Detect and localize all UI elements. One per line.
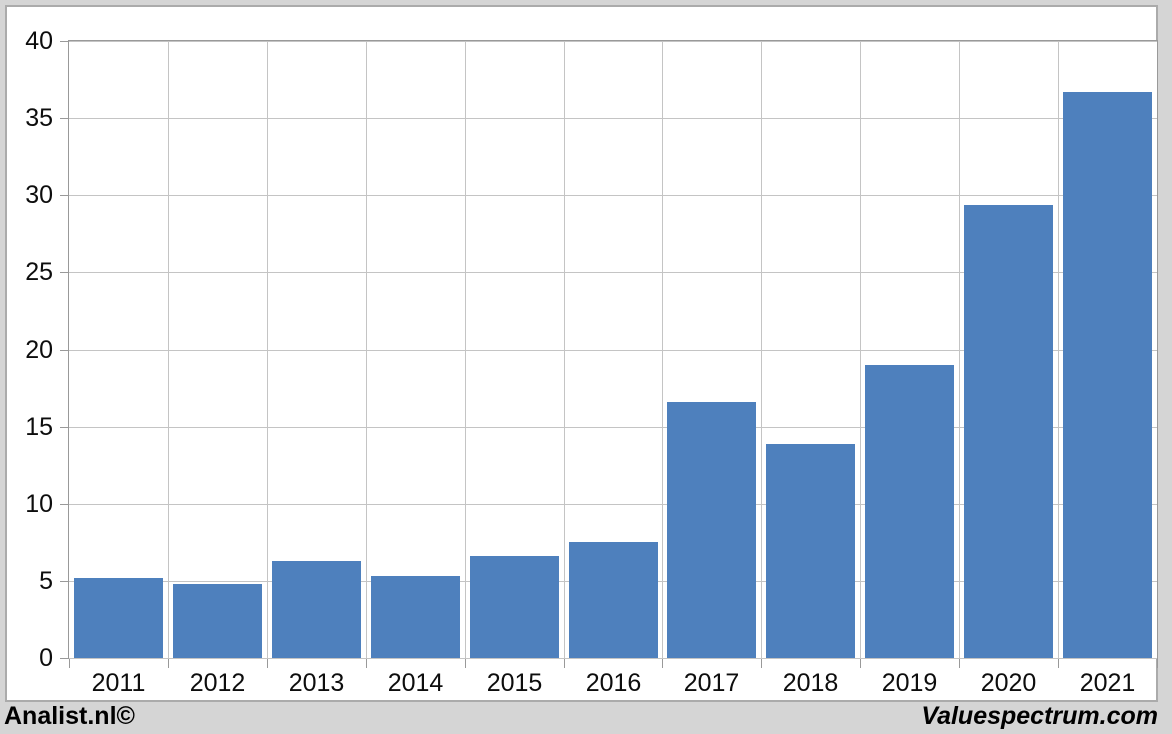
y-axis-label-10: 10 — [25, 490, 53, 518]
v-gridline-5 — [564, 41, 565, 658]
x-axis-label-2013: 2013 — [288, 669, 345, 697]
x-tick-1 — [168, 659, 169, 668]
x-tick-5 — [564, 659, 565, 668]
h-gridline-10 — [69, 504, 1157, 505]
y-axis-label-25: 25 — [25, 258, 53, 286]
v-gridline-3 — [366, 41, 367, 658]
h-gridline-25 — [69, 272, 1157, 273]
h-gridline-40 — [69, 41, 1157, 42]
bar-2017 — [667, 402, 756, 658]
x-tick-11 — [1157, 659, 1158, 668]
x-axis-label-2019: 2019 — [881, 669, 938, 697]
h-gridline-35 — [69, 118, 1157, 119]
bar-2011 — [74, 578, 163, 658]
x-tick-9 — [959, 659, 960, 668]
bar-2013 — [272, 561, 361, 658]
x-axis-label-2015: 2015 — [486, 669, 543, 697]
y-tick-0 — [60, 658, 68, 659]
bar-2012 — [173, 584, 262, 658]
y-tick-35 — [60, 118, 68, 119]
y-axis-label-40: 40 — [25, 27, 53, 55]
x-tick-6 — [662, 659, 663, 668]
x-tick-3 — [366, 659, 367, 668]
credits-bar: Analist.nl© Valuespectrum.com — [4, 701, 1158, 731]
v-gridline-6 — [662, 41, 663, 658]
x-axis-label-2011: 2011 — [91, 669, 146, 697]
y-axis-label-35: 35 — [25, 104, 53, 132]
x-axis-label-2014: 2014 — [387, 669, 444, 697]
h-gridline-20 — [69, 350, 1157, 351]
h-gridline-0 — [69, 658, 1157, 659]
x-tick-10 — [1058, 659, 1059, 668]
v-gridline-9 — [959, 41, 960, 658]
x-tick-8 — [860, 659, 861, 668]
x-axis-label-2018: 2018 — [782, 669, 839, 697]
h-gridline-30 — [69, 195, 1157, 196]
bar-2019 — [865, 365, 954, 658]
x-tick-4 — [465, 659, 466, 668]
y-axis-label-20: 20 — [25, 336, 53, 364]
y-tick-30 — [60, 195, 68, 196]
valuespectrum-credit: Valuespectrum.com — [921, 701, 1158, 730]
y-tick-10 — [60, 504, 68, 505]
y-tick-15 — [60, 427, 68, 428]
y-axis-label-30: 30 — [25, 181, 53, 209]
v-gridline-1 — [168, 41, 169, 658]
bar-2015 — [470, 556, 559, 658]
y-tick-20 — [60, 350, 68, 351]
y-tick-25 — [60, 272, 68, 273]
x-axis-label-2017: 2017 — [683, 669, 740, 697]
bar-2020 — [964, 205, 1053, 658]
bar-2014 — [371, 576, 460, 658]
v-gridline-4 — [465, 41, 466, 658]
chart-panel: 0 5 10 15 20 25 30 35 40 2011 2012 2013 2014 2015 201… — [5, 5, 1158, 702]
v-gridline-7 — [761, 41, 762, 658]
x-axis-label-2016: 2016 — [585, 669, 642, 697]
analist-credit: Analist.nl© — [4, 701, 135, 730]
bar-2016 — [569, 542, 658, 658]
y-axis-label-0: 0 — [39, 644, 53, 672]
x-axis-label-2021: 2021 — [1079, 669, 1136, 697]
x-axis-label-2020: 2020 — [980, 669, 1037, 697]
x-tick-2 — [267, 659, 268, 668]
x-tick-7 — [761, 659, 762, 668]
y-axis-label-5: 5 — [39, 567, 53, 595]
v-gridline-10 — [1058, 41, 1059, 658]
x-axis-label-2012: 2012 — [189, 669, 246, 697]
y-tick-40 — [60, 41, 68, 42]
h-gridline-15 — [69, 427, 1157, 428]
bar-2021 — [1063, 92, 1152, 658]
v-gridline-2 — [267, 41, 268, 658]
v-gridline-8 — [860, 41, 861, 658]
x-tick-0 — [69, 659, 70, 668]
y-axis-label-15: 15 — [25, 413, 53, 441]
y-tick-5 — [60, 581, 68, 582]
bar-2018 — [766, 444, 855, 658]
plot-area — [68, 40, 1158, 659]
